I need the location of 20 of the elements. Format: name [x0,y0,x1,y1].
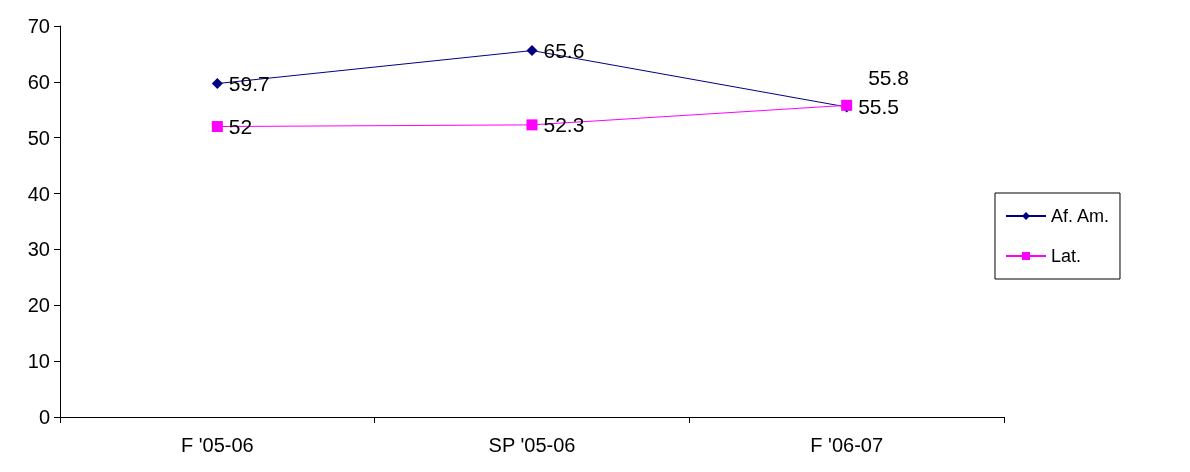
y-tick-label: 40 [27,182,50,205]
x-tick-label: F '05-06 [180,434,254,456]
y-tick-label: 0 [38,406,50,428]
x-tick-label: SP '05-06 [488,434,576,456]
data-label: 55.8 [868,65,910,89]
point [526,45,538,57]
y-tick-label: 20 [27,294,50,317]
data-label: 55.5 [858,95,900,119]
point [526,119,538,131]
legend-label: Af. Am. [1050,206,1110,226]
point [211,78,223,90]
data-label: 65.6 [543,39,585,63]
legend-label: Lat. [1050,246,1082,266]
y-tick-label: 50 [27,126,50,149]
y-tick-label: 60 [27,70,50,93]
y-tick-label: 30 [27,238,50,261]
y-tick-label: 10 [27,350,50,373]
point [211,121,223,133]
x-tick-label: F '06-07 [810,434,884,456]
y-tick-label: 70 [27,15,50,37]
